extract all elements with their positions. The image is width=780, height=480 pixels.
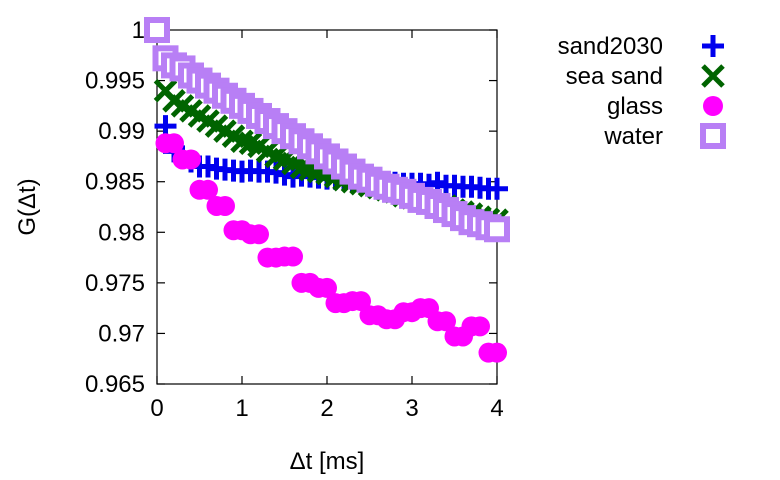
legend-label: glass bbox=[607, 93, 663, 120]
data-point bbox=[181, 149, 201, 170]
y-tick-label: 0.975 bbox=[85, 270, 145, 297]
data-point bbox=[484, 216, 510, 243]
data-point bbox=[487, 342, 507, 363]
data-point bbox=[144, 17, 170, 43]
legend-marker bbox=[702, 35, 724, 57]
data-point bbox=[470, 316, 490, 337]
legend-marker bbox=[701, 64, 725, 88]
y-tick-label: 0.995 bbox=[85, 68, 145, 95]
y-axis: 0.965 0.97 0.975 0.98 0.985 0.99 0.995 1 bbox=[85, 17, 497, 398]
data-point bbox=[317, 277, 337, 298]
y-tick-label: 0.99 bbox=[98, 118, 145, 145]
data-point bbox=[215, 195, 235, 216]
legend-marker bbox=[703, 96, 723, 116]
series-glass bbox=[147, 20, 507, 363]
data-point bbox=[486, 177, 508, 200]
data-point bbox=[198, 179, 218, 200]
legend-label: sand2030 bbox=[558, 33, 663, 60]
data-point bbox=[283, 246, 303, 267]
y-tick-label: 0.98 bbox=[98, 219, 145, 246]
legend: sand2030 sea sand glass water bbox=[558, 33, 726, 150]
series-water bbox=[144, 17, 510, 243]
legend-marker bbox=[700, 123, 726, 149]
x-tick-label: 0 bbox=[150, 395, 163, 422]
y-axis-label: G(Δt) bbox=[14, 178, 41, 235]
y-tick-label: 0.965 bbox=[85, 371, 145, 398]
y-tick-label: 1 bbox=[132, 17, 145, 44]
data-point bbox=[436, 311, 456, 332]
x-axis: 0 1 2 3 4 bbox=[150, 30, 504, 422]
x-tick-label: 3 bbox=[405, 395, 418, 422]
x-tick-label: 1 bbox=[235, 395, 248, 422]
legend-label: water bbox=[603, 123, 663, 150]
y-tick-label: 0.985 bbox=[85, 169, 145, 196]
y-tick-label: 0.97 bbox=[98, 320, 145, 347]
data-point bbox=[249, 224, 269, 245]
data-point bbox=[164, 133, 184, 154]
x-tick-label: 2 bbox=[320, 395, 333, 422]
series-layer bbox=[144, 17, 510, 363]
x-tick-label: 4 bbox=[490, 395, 503, 422]
x-axis-label: Δt [ms] bbox=[290, 448, 365, 475]
legend-label: sea sand bbox=[566, 63, 663, 90]
